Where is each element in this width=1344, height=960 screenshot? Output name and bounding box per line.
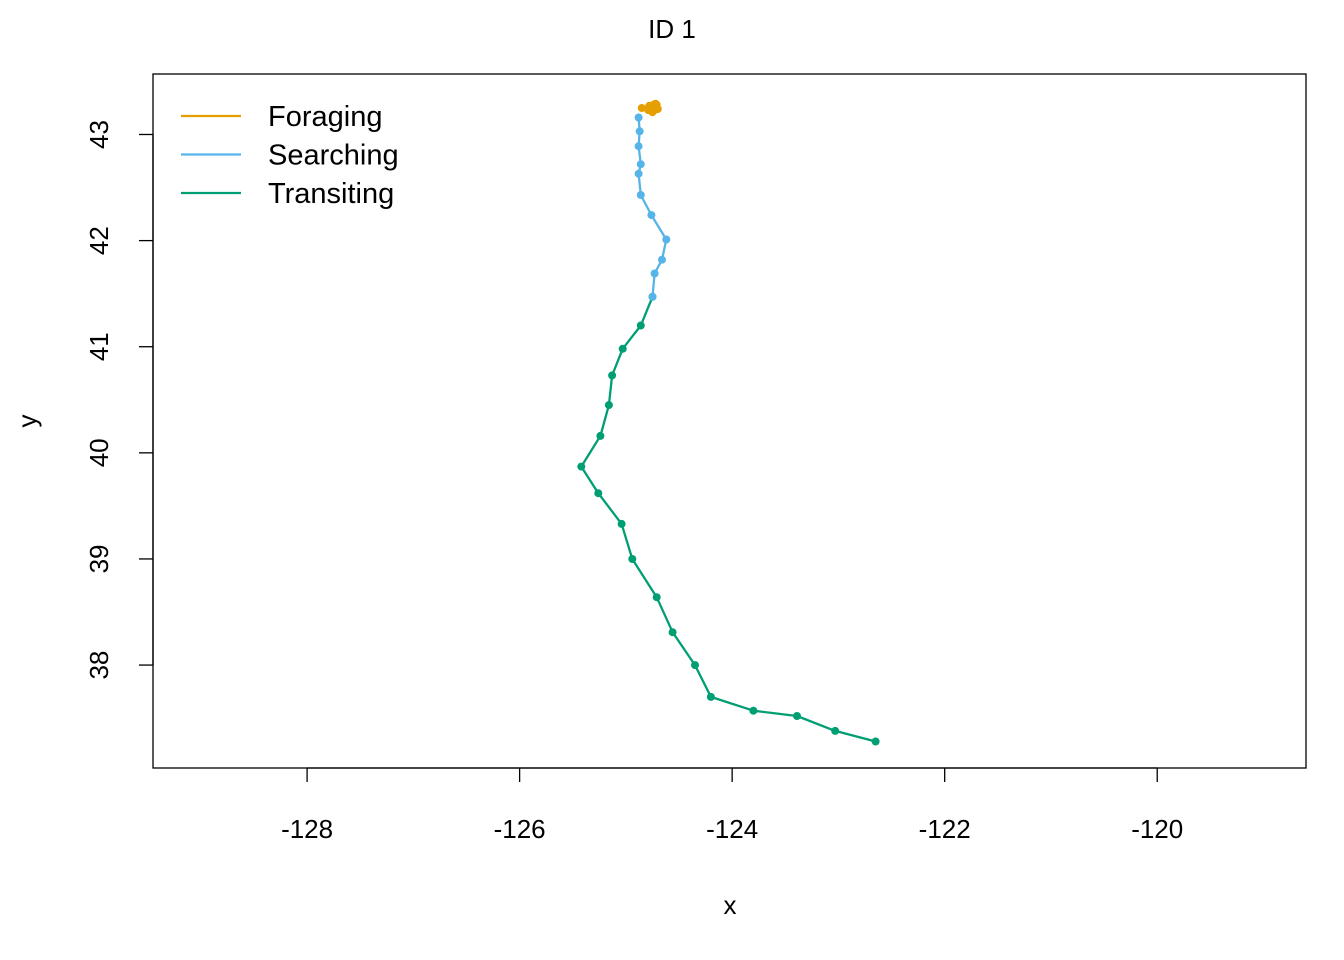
- data-point-searching: [647, 211, 656, 220]
- data-point-transiting: [617, 519, 626, 528]
- data-point-transiting: [628, 555, 637, 563]
- data-point-transiting: [618, 344, 627, 353]
- data-point-searching: [634, 169, 643, 178]
- series-layer: [577, 99, 880, 746]
- x-tick-label: -126: [494, 814, 546, 844]
- data-point-foraging: [650, 106, 659, 115]
- data-point-transiting: [594, 489, 603, 498]
- legend-label: Searching: [268, 140, 399, 172]
- legend-label: Transiting: [268, 178, 394, 210]
- data-point-searching: [658, 255, 666, 264]
- data-point-searching: [635, 127, 644, 136]
- y-axis: 38 39 40 41 42 43: [84, 120, 154, 680]
- data-point-transiting: [604, 401, 613, 410]
- data-point-transiting: [636, 321, 645, 330]
- data-point-searching: [650, 269, 659, 278]
- series-searching: [634, 113, 671, 301]
- x-tick-label: -128: [281, 814, 333, 844]
- data-point-transiting: [749, 706, 758, 715]
- legend-item-searching: Searching: [181, 140, 399, 172]
- y-tick-label: 38: [84, 651, 114, 680]
- y-tick-label: 39: [84, 544, 114, 573]
- data-point-transiting: [668, 628, 677, 637]
- y-tick-label: 41: [84, 332, 114, 361]
- data-point-transiting: [793, 712, 801, 720]
- data-point-searching: [634, 142, 643, 151]
- chart-title: ID 1: [648, 14, 696, 44]
- series-line-transiting: [580, 296, 876, 743]
- x-tick-label: -124: [706, 814, 758, 844]
- data-point-searching: [662, 235, 671, 244]
- series-line-searching: [637, 117, 668, 297]
- data-point-searching: [636, 191, 645, 199]
- legend-label: Foraging: [268, 101, 382, 133]
- series-foraging: [637, 99, 662, 117]
- data-point-foraging: [637, 104, 646, 112]
- data-point-transiting: [596, 431, 605, 440]
- data-point-transiting: [831, 726, 840, 735]
- data-point-transiting: [691, 661, 699, 670]
- y-tick-label: 40: [84, 438, 114, 467]
- x-axis-title: x: [724, 890, 737, 920]
- x-tick-label: -120: [1131, 814, 1183, 844]
- x-axis: -128 -126 -124 -122 -120: [281, 767, 1183, 844]
- data-point-transiting: [652, 593, 661, 602]
- legend-item-transiting: Transiting: [181, 178, 394, 210]
- x-tick-label: -122: [919, 814, 971, 844]
- data-point-searching: [648, 292, 657, 301]
- y-axis-title: y: [12, 415, 42, 428]
- data-point-transiting: [577, 462, 586, 471]
- data-point-transiting: [608, 371, 617, 380]
- y-tick-label: 43: [84, 120, 114, 149]
- data-point-transiting: [871, 737, 880, 746]
- data-point-transiting: [706, 692, 715, 701]
- series-transiting: [577, 292, 880, 746]
- legend-item-foraging: Foraging: [181, 101, 382, 133]
- data-point-searching: [636, 160, 645, 169]
- legend: Foraging Searching Transiting: [181, 101, 399, 210]
- data-point-searching: [634, 113, 643, 122]
- y-tick-label: 42: [84, 226, 114, 255]
